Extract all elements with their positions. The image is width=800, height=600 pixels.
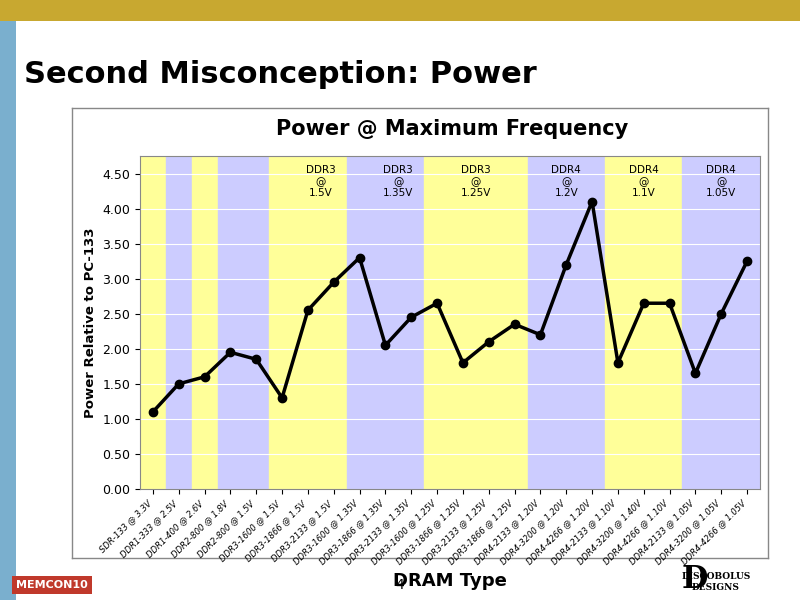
Text: DDR3
@
1.5V: DDR3 @ 1.5V	[306, 165, 336, 199]
Bar	[218, 156, 269, 489]
Text: DDR4
@
1.1V: DDR4 @ 1.1V	[629, 165, 658, 199]
Text: Second Misconception: Power: Second Misconception: Power	[24, 60, 537, 89]
Text: DDR3
@
1.25V: DDR3 @ 1.25V	[461, 165, 491, 199]
Bar	[346, 156, 424, 489]
Text: DDR4
@
1.2V: DDR4 @ 1.2V	[551, 165, 581, 199]
Text: D: D	[682, 563, 707, 595]
Text: DDR4
@
1.05V: DDR4 @ 1.05V	[706, 165, 736, 199]
Bar	[166, 156, 192, 489]
Bar	[140, 156, 166, 489]
Text: MEMCON10: MEMCON10	[16, 580, 88, 590]
Bar	[269, 156, 346, 489]
Bar	[605, 156, 682, 489]
Bar	[192, 156, 218, 489]
Bar	[424, 156, 527, 489]
Y-axis label: Power Relative to PC-133: Power Relative to PC-133	[84, 227, 97, 418]
Text: 4: 4	[396, 578, 404, 592]
Bar	[527, 156, 605, 489]
Text: DDR3
@
1.35V: DDR3 @ 1.35V	[383, 165, 414, 199]
Text: DISCOBOLUS
DESIGNS: DISCOBOLUS DESIGNS	[682, 572, 750, 592]
X-axis label: DRAM Type: DRAM Type	[393, 572, 507, 590]
Text: Power @ Maximum Frequency: Power @ Maximum Frequency	[276, 119, 628, 139]
Bar	[682, 156, 760, 489]
